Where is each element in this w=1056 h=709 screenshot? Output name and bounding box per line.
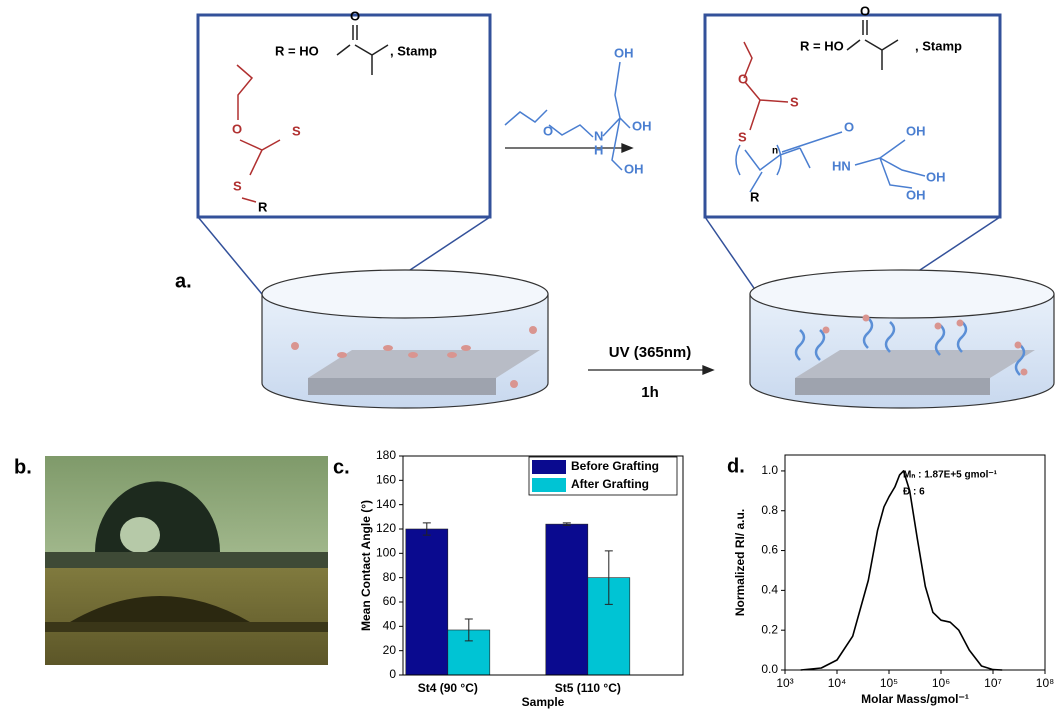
condition: UV (365nm) bbox=[609, 344, 692, 361]
x-tick-label: 10⁷ bbox=[984, 676, 1002, 690]
y-tick-label: 40 bbox=[383, 619, 397, 633]
y-tick-label: 0.6 bbox=[761, 543, 778, 557]
panel-label: a. bbox=[175, 270, 192, 292]
bar bbox=[546, 524, 588, 675]
x-tick-label: 10⁶ bbox=[932, 676, 950, 690]
arrow-head bbox=[703, 366, 713, 374]
r-group: R = HO bbox=[275, 43, 319, 58]
zoom-box bbox=[198, 15, 490, 217]
y-tick-label: 80 bbox=[383, 570, 397, 584]
x-axis-label: Sample bbox=[522, 695, 565, 709]
x-tick-label: St5 (110 °C) bbox=[555, 681, 621, 695]
atom: O bbox=[844, 119, 854, 134]
legend-label: After Grafting bbox=[571, 477, 649, 491]
y-tick-label: 0.4 bbox=[761, 583, 778, 597]
y-tick-label: 100 bbox=[376, 546, 396, 560]
atom: S bbox=[790, 94, 799, 109]
figure: R = HO , Stamp O O S S R O N H OH OH OH … bbox=[0, 0, 1056, 709]
y-tick-label: 1.0 bbox=[761, 463, 778, 477]
legend-swatch bbox=[532, 478, 566, 492]
atom: OH bbox=[624, 161, 644, 176]
panel-label: b. bbox=[14, 456, 32, 478]
atom: n bbox=[772, 146, 778, 157]
annotation: Đ : 6 bbox=[903, 487, 925, 498]
condition: 1h bbox=[641, 384, 659, 401]
x-tick-label: 10⁵ bbox=[880, 676, 898, 690]
atom: OH bbox=[614, 45, 634, 60]
dish-left bbox=[262, 270, 548, 408]
baseline bbox=[45, 552, 328, 568]
atom: N bbox=[594, 128, 603, 143]
y-tick-label: 20 bbox=[383, 643, 397, 657]
r-suffix: , Stamp bbox=[390, 43, 437, 58]
x-tick-label: 10⁸ bbox=[1036, 676, 1054, 690]
atom: S bbox=[292, 123, 301, 138]
y-tick-label: 160 bbox=[376, 473, 396, 487]
atom: S bbox=[738, 129, 747, 144]
x-tick-label: 10⁴ bbox=[828, 676, 847, 690]
photo bbox=[45, 456, 328, 665]
annotation: Mₙ : 1.87E+5 gmol⁻¹ bbox=[903, 470, 998, 481]
atom: O bbox=[350, 8, 360, 23]
y-tick-label: 0.8 bbox=[761, 503, 778, 517]
panel-label: c. bbox=[333, 456, 350, 478]
y-tick-label: 0.2 bbox=[761, 622, 778, 636]
r-group: R = HO bbox=[800, 38, 844, 53]
atom: HN bbox=[832, 158, 851, 173]
atom: O bbox=[738, 71, 748, 86]
panel-label: d. bbox=[727, 455, 745, 477]
legend-swatch bbox=[532, 460, 566, 474]
y-axis-label: Mean Contact Angle (°) bbox=[359, 500, 373, 631]
atom: OH bbox=[906, 123, 926, 138]
atom: H bbox=[594, 142, 603, 157]
y-tick-label: 140 bbox=[376, 497, 396, 511]
atom: O bbox=[232, 121, 242, 136]
atom: S bbox=[233, 178, 242, 193]
r-suffix: , Stamp bbox=[915, 38, 962, 53]
atom: R bbox=[258, 199, 268, 214]
y-tick-label: 60 bbox=[383, 594, 397, 608]
y-tick-label: 180 bbox=[376, 448, 396, 462]
atom: OH bbox=[632, 118, 652, 133]
dish-rim bbox=[262, 270, 548, 318]
y-tick-label: 120 bbox=[376, 521, 396, 535]
atom: OH bbox=[906, 187, 926, 202]
x-tick-label: St4 (90 °C) bbox=[418, 681, 478, 695]
x-axis-label: Molar Mass/gmol⁻¹ bbox=[861, 692, 969, 706]
stamp bbox=[795, 378, 990, 395]
bar bbox=[406, 529, 448, 675]
atom: O bbox=[860, 3, 870, 18]
atom: OH bbox=[926, 169, 946, 184]
droplet-highlight bbox=[120, 517, 160, 553]
dish-right bbox=[750, 270, 1054, 408]
stamp bbox=[308, 378, 496, 395]
y-tick-label: 0.0 bbox=[761, 662, 778, 676]
baseline bbox=[45, 622, 328, 632]
x-tick-label: 10³ bbox=[776, 676, 793, 690]
dish-rim bbox=[750, 270, 1054, 318]
legend-label: Before Grafting bbox=[571, 459, 659, 473]
atom: R bbox=[750, 189, 760, 204]
atom: O bbox=[543, 123, 553, 138]
arrow-head bbox=[622, 144, 632, 152]
y-tick-label: 0 bbox=[389, 667, 396, 681]
line bbox=[801, 471, 1003, 670]
y-axis-label: Normalized RI/ a.u. bbox=[733, 509, 747, 616]
